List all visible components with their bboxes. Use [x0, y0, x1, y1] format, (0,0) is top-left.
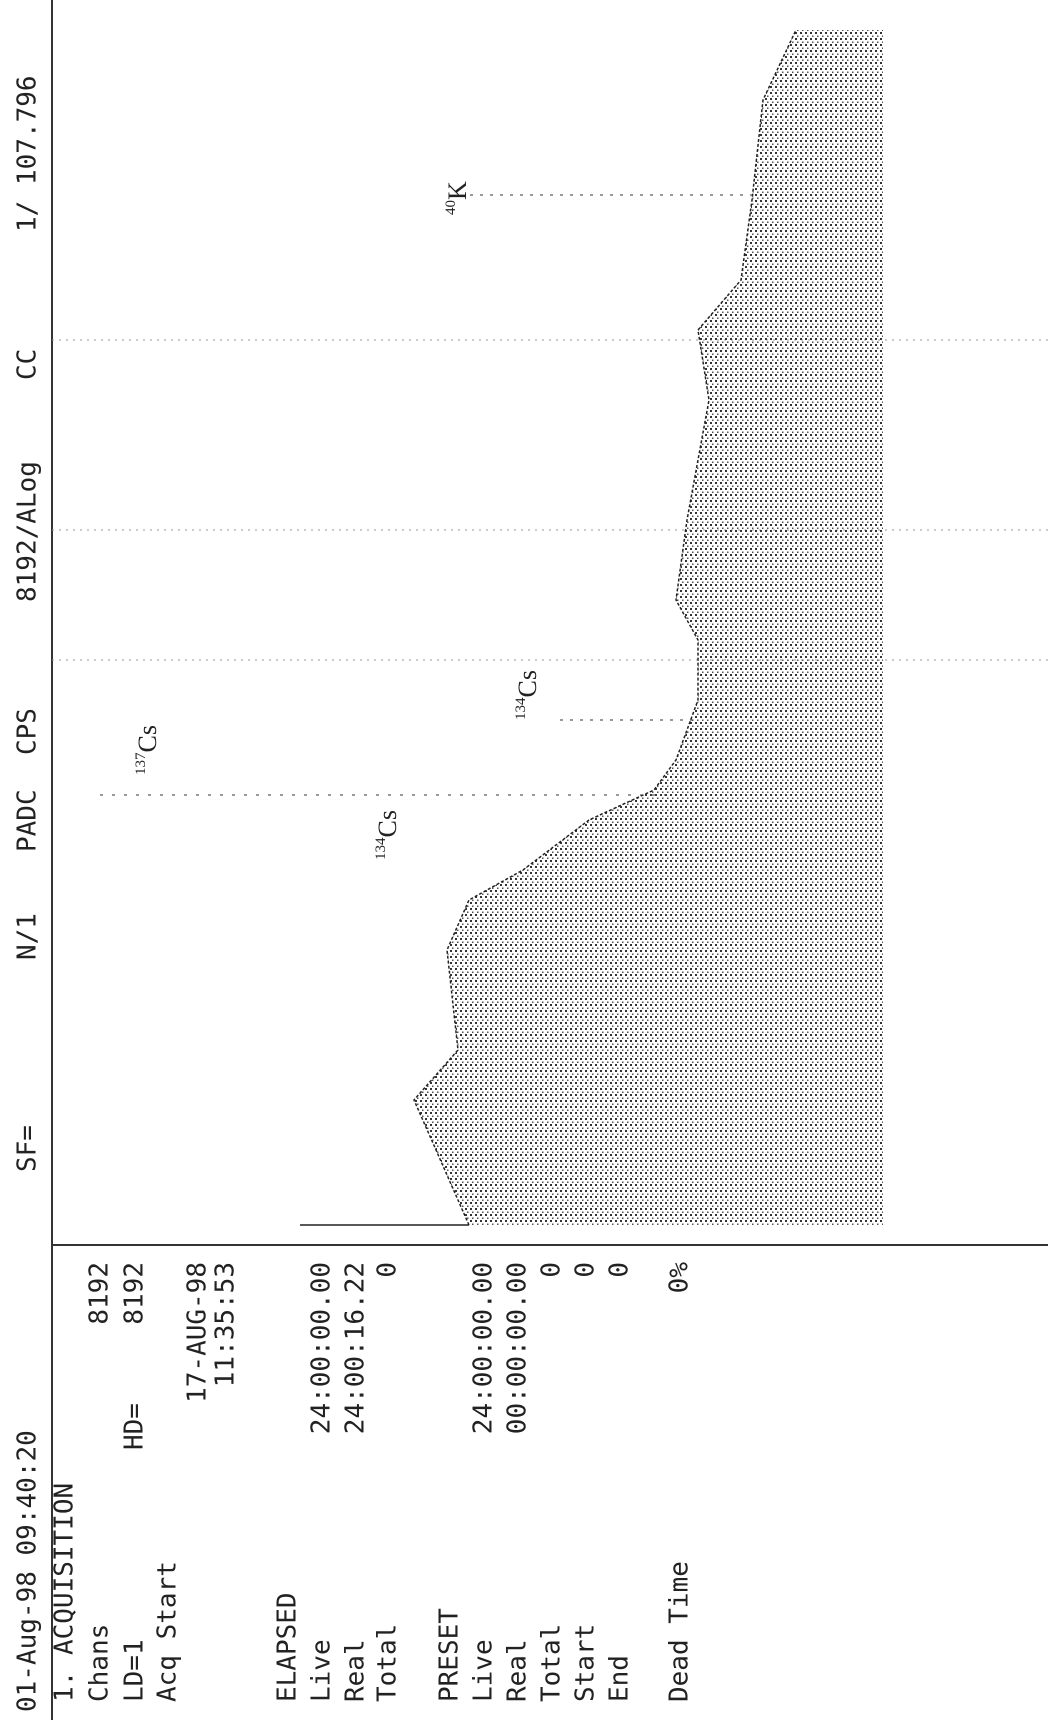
header-item: CC — [13, 349, 43, 380]
panel-label: Live — [469, 1639, 499, 1702]
header-item: SF= — [13, 1125, 43, 1172]
panel-value: 24:00:00.00 — [469, 1262, 499, 1434]
spectrum-printout: 01-Aug-98 09:40:20 SF= N/1 PADC CPS 8192/ALog… — [0, 0, 1048, 1720]
panel-label: Start — [571, 1624, 601, 1702]
panel-value: 0 — [373, 1262, 403, 1278]
peak-mass: 134 — [373, 837, 389, 860]
header-item: N/1 — [13, 913, 43, 960]
panel-label: Live — [307, 1639, 337, 1702]
panel-value: 8192 — [120, 1262, 150, 1325]
panel-label: Total — [537, 1624, 567, 1702]
panel-label: HD= — [120, 1403, 150, 1450]
panel-value: 8192 — [85, 1262, 115, 1325]
page: 01-Aug-98 09:40:20 SF= N/1 PADC CPS 8192/ALog… — [0, 0, 1048, 1720]
spectrum — [414, 30, 883, 1225]
panel-value: 0 — [605, 1262, 635, 1278]
panel-value: 0 — [571, 1262, 601, 1278]
header-item: 01-Aug-98 09:40:20 — [13, 1430, 43, 1712]
header-item: CPS — [13, 708, 43, 755]
peak-element: Cs — [373, 810, 402, 837]
peak-label: 137Cs — [133, 725, 162, 775]
panel-label: Real — [341, 1639, 371, 1702]
panel-label: 1. ACQUISITION — [50, 1483, 80, 1702]
peak-element: Cs — [513, 670, 542, 697]
panel-value: 0 — [537, 1262, 567, 1278]
peak-label: 40K — [443, 181, 472, 215]
peak-mass: 134 — [513, 697, 529, 720]
panel-label: ELAPSED — [273, 1592, 303, 1702]
peak-element: K — [443, 181, 472, 200]
header-item: 1/ — [13, 201, 43, 232]
panel-label: Chans — [85, 1624, 115, 1702]
panel-label: Total — [373, 1624, 403, 1702]
peak-element: Cs — [133, 725, 162, 752]
panel-label: Real — [503, 1639, 533, 1702]
panel-value: 17-AUG-98 — [183, 1262, 213, 1403]
header-item: 8192/ALog — [13, 461, 43, 602]
printout: 01-Aug-98 09:40:20 SF= N/1 PADC CPS 8192/ALog… — [0, 0, 1048, 1720]
header-item: 107.796 — [13, 75, 43, 185]
panel-value: 00:00:00.00 — [503, 1262, 533, 1434]
panel-value: 24:00:16.22 — [341, 1262, 371, 1434]
peak-mass: 137 — [133, 752, 149, 775]
peak-label: 134Cs — [513, 670, 542, 720]
panel-label: PRESET — [435, 1608, 465, 1702]
panel-label: Dead Time — [665, 1561, 695, 1702]
peak-label: 134Cs — [373, 810, 402, 860]
peak-mass: 40 — [443, 200, 459, 215]
panel-label: End — [605, 1655, 635, 1702]
header-item: PADC — [13, 789, 43, 852]
panel-value: 0% — [665, 1262, 695, 1294]
panel-label: Acq Start — [153, 1561, 183, 1702]
panel-value: 11:35:53 — [211, 1262, 241, 1387]
panel-value: 24:00:00.00 — [307, 1262, 337, 1434]
panel-label: LD=1 — [120, 1639, 150, 1702]
